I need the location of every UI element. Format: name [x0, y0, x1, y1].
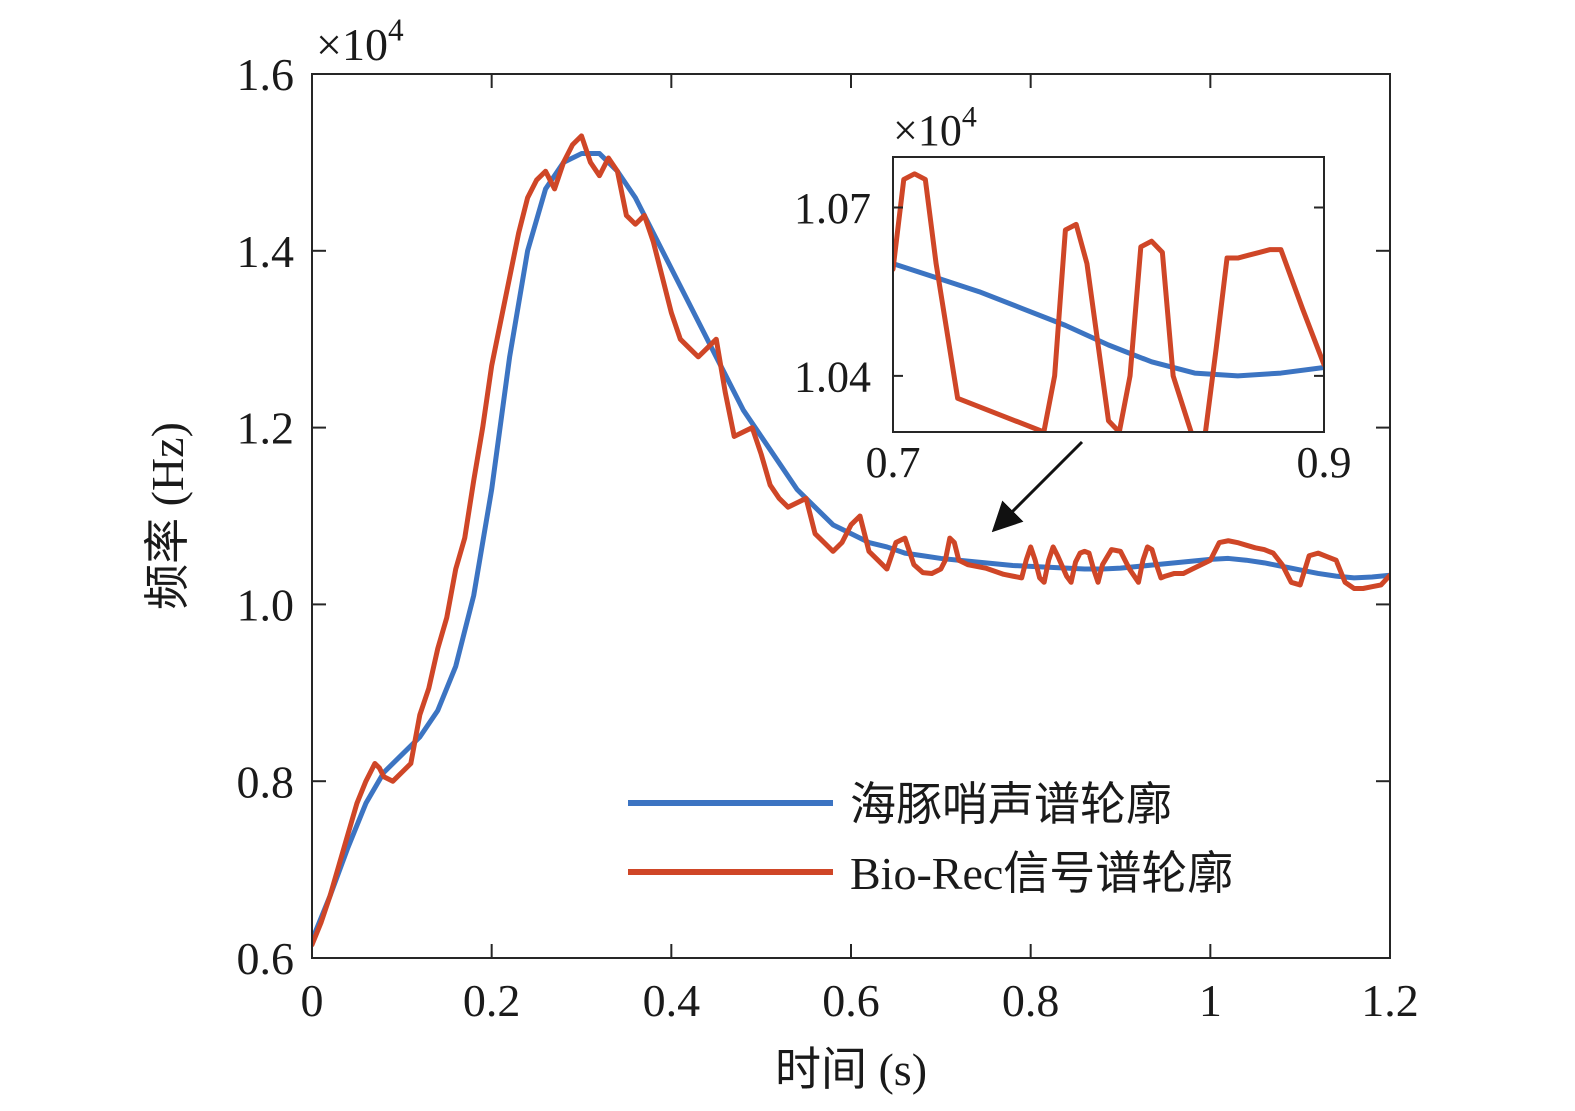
inset-plot: 0.7 0.9 1.04 1.07 ×104	[794, 101, 1352, 487]
inset-y-tick-label: 1.04	[794, 352, 871, 401]
inset-x-tick-label: 0.7	[866, 438, 921, 487]
main-y-tick-label: 1.0	[237, 580, 295, 631]
main-y-tick-label: 0.8	[237, 756, 295, 807]
legend-label-1: Bio-Rec信号谱轮廓	[850, 848, 1233, 899]
main-x-tick-label: 0.2	[463, 975, 521, 1026]
inset-multiplier-base: ×10	[893, 106, 962, 155]
inset-x-tick-label: 0.9	[1297, 438, 1352, 487]
main-x-tick-label: 0.4	[643, 975, 701, 1026]
main-y-tick-label: 0.6	[237, 933, 295, 984]
zoom-arrow-icon	[991, 440, 1084, 533]
main-x-tick-label: 0.8	[1002, 975, 1060, 1026]
inset-series-line-1	[893, 171, 1324, 432]
inset-multiplier-exponent: 4	[962, 101, 977, 134]
main-y-tick-label: 1.6	[237, 49, 295, 100]
inset-plot-area	[893, 157, 1324, 432]
annotation-arrow	[991, 440, 1084, 533]
y-axis-title: 频率 (Hz)	[142, 422, 193, 610]
main-x-tick-label: 1.2	[1361, 975, 1419, 1026]
x-axis-title: 时间 (s)	[775, 1044, 927, 1095]
legend: 海豚哨声谱轮廓 Bio-Rec信号谱轮廓	[628, 779, 1233, 899]
inset-y-multiplier-label: ×104	[893, 101, 977, 155]
main-multiplier-exponent: 4	[388, 13, 404, 48]
main-x-tick-label: 0.6	[822, 975, 880, 1026]
inset-plot-frame	[892, 156, 1325, 433]
main-y-multiplier-label: ×104	[316, 13, 404, 70]
main-multiplier-base: ×10	[316, 19, 388, 70]
main-x-tick-label: 1	[1199, 975, 1222, 1026]
main-y-tick-label: 1.4	[237, 226, 295, 277]
main-y-tick-label: 1.2	[237, 403, 295, 454]
inset-y-tick-label: 1.07	[794, 184, 871, 233]
main-series-line-1	[312, 133, 1390, 948]
main-x-tick-label: 0	[301, 975, 324, 1026]
legend-label-0: 海豚哨声谱轮廓	[850, 779, 1172, 830]
inset-series-line-0	[893, 261, 1324, 379]
